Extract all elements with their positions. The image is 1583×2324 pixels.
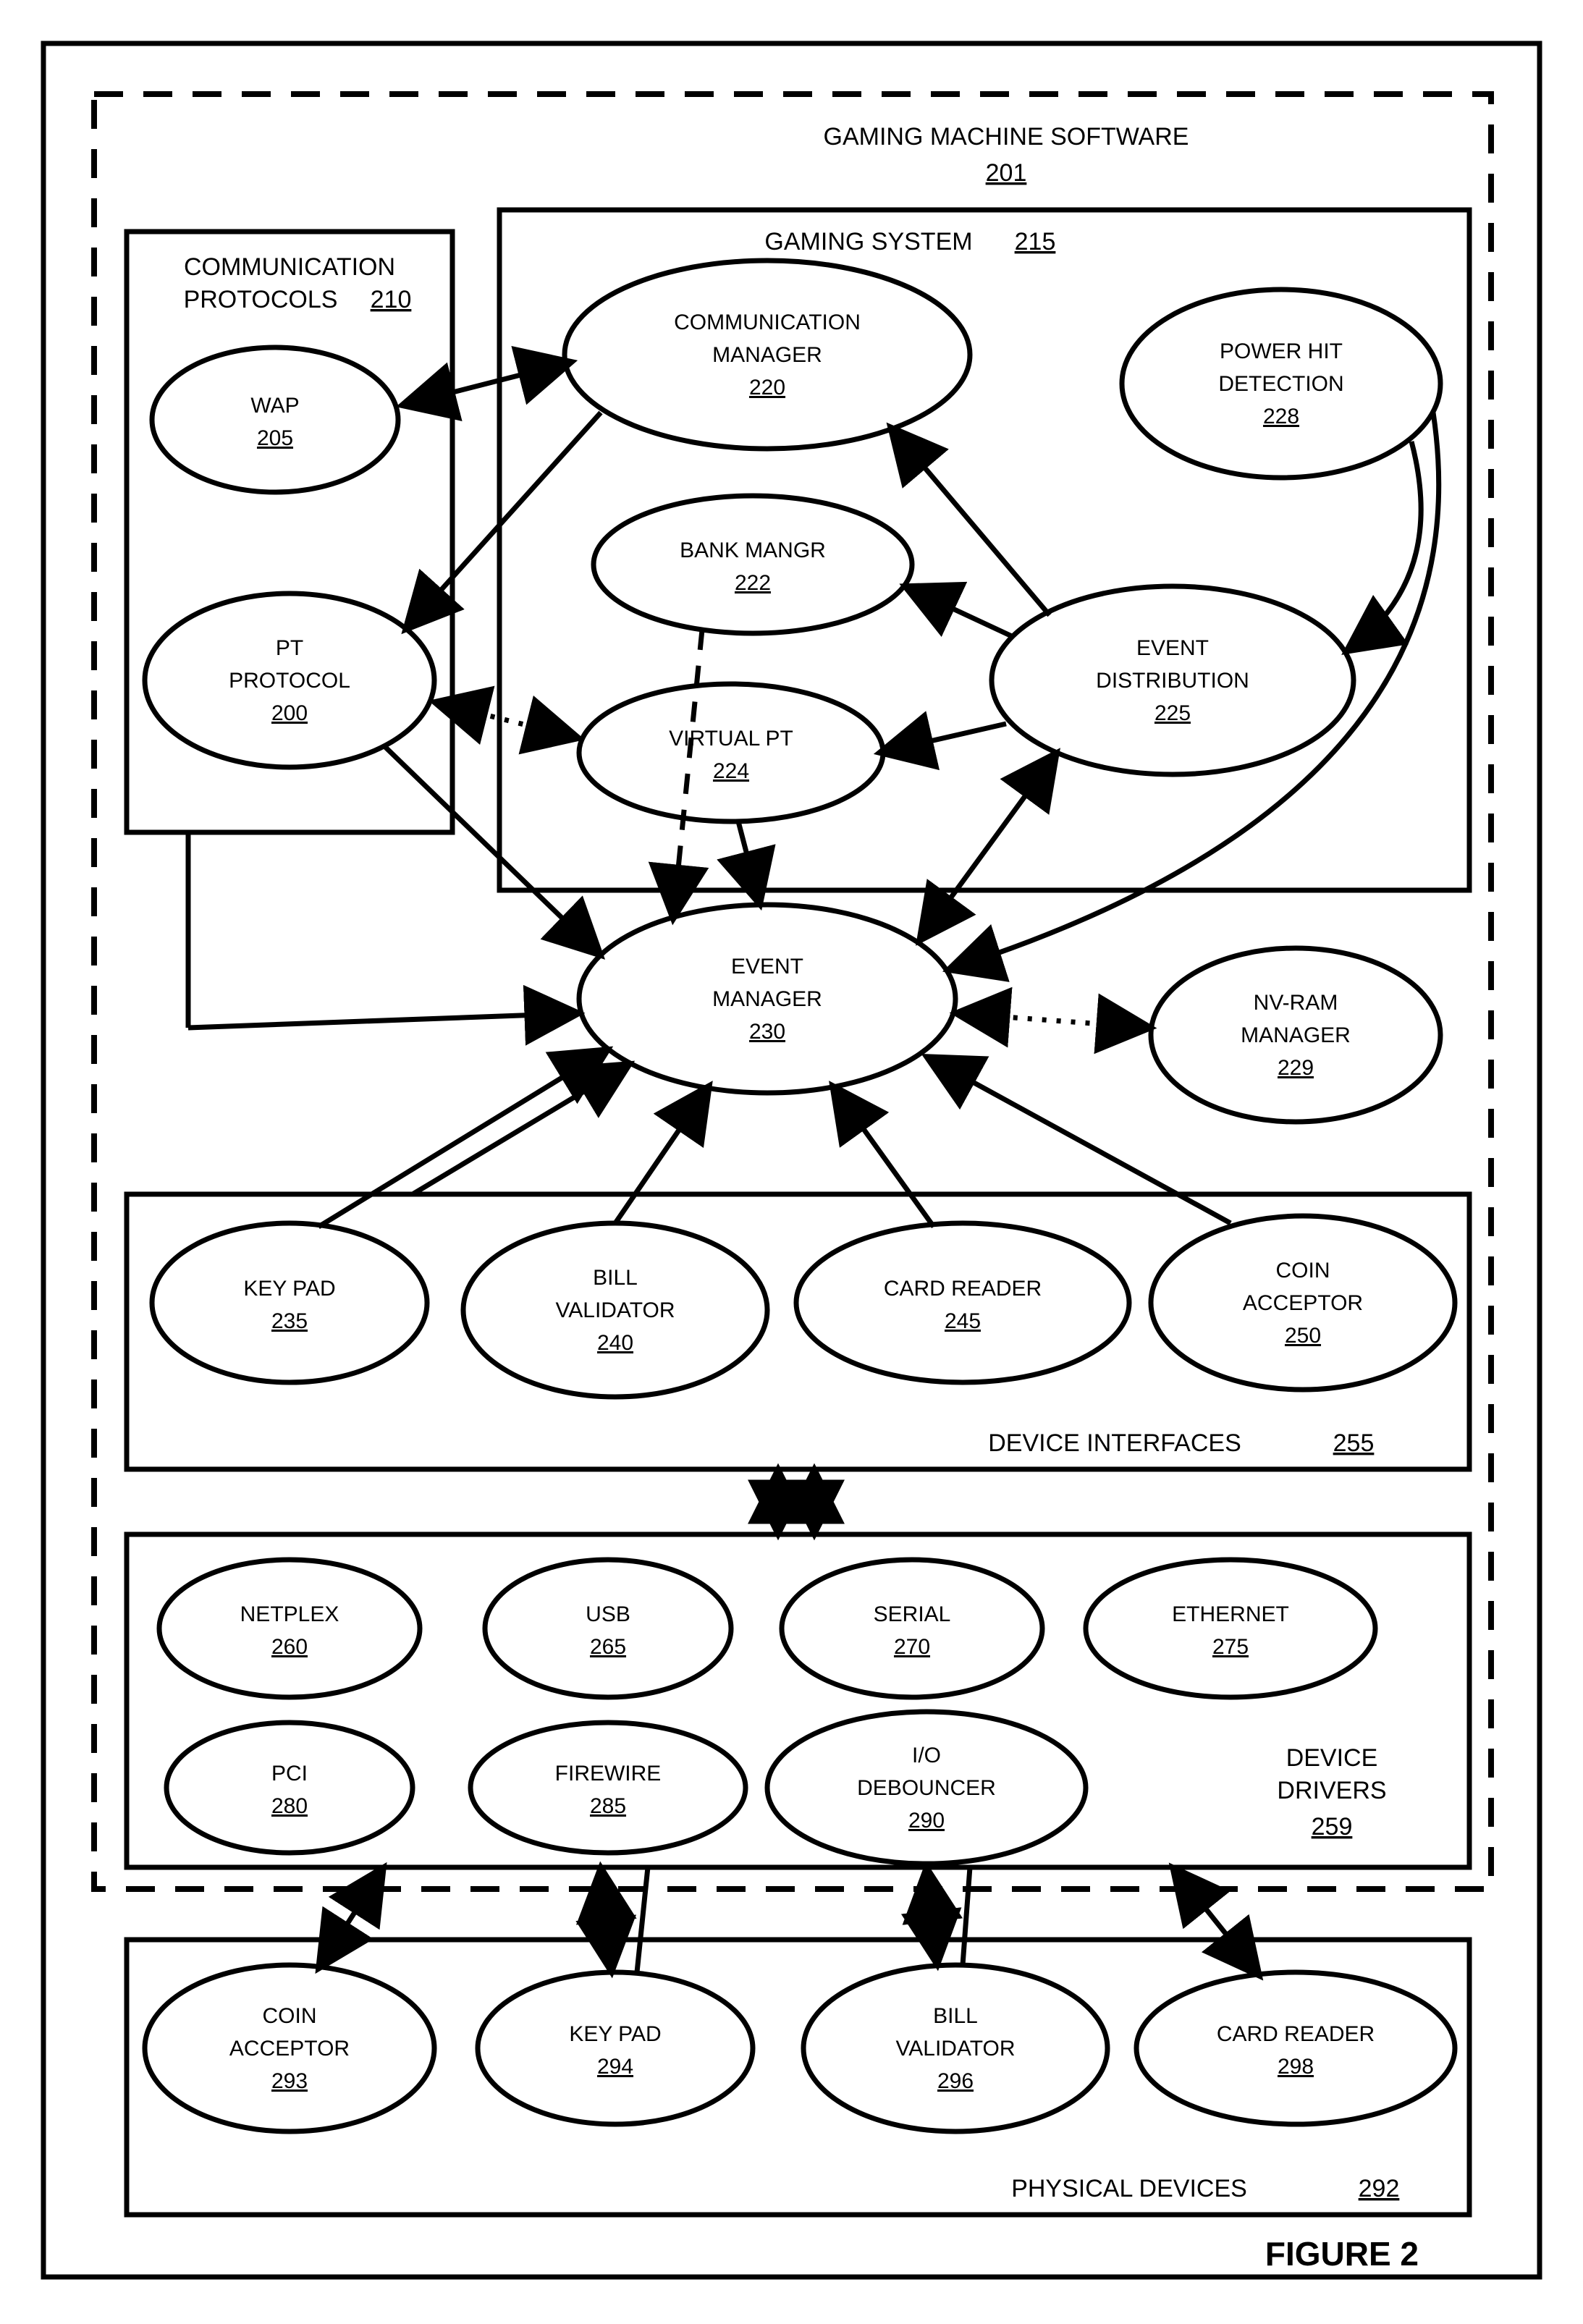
nvram-num: 229 [1278, 1056, 1314, 1080]
evmgr-l1: EVENT [731, 955, 803, 979]
bill-l2: VALIDATOR [555, 1298, 675, 1322]
evdist-l2: DISTRIBUTION [1096, 669, 1249, 693]
io-l2: DEBOUNCER [857, 1776, 996, 1800]
pdcoin-l1: COIN [263, 2004, 317, 2028]
protocols-title2: PROTOCOLS [184, 286, 338, 313]
device-drivers-title2: DRIVERS [1277, 1777, 1386, 1804]
gaming-system-num: 215 [1015, 228, 1056, 255]
eth-l: ETHERNET [1172, 1602, 1289, 1626]
physical-devices-title: PHYSICAL DEVICES [1011, 2175, 1247, 2202]
usb-l: USB [586, 1602, 630, 1626]
pci-l: PCI [271, 1762, 308, 1786]
node-wap [152, 347, 398, 492]
power-l2: DETECTION [1218, 372, 1343, 396]
protocols-title1: COMMUNICATION [184, 253, 395, 281]
node-virtual-pt [579, 684, 883, 821]
evdist-num: 225 [1154, 701, 1191, 725]
pdbill-l2: VALIDATOR [895, 2037, 1015, 2061]
vpt-num: 224 [713, 759, 749, 783]
serial-num: 270 [894, 1635, 930, 1659]
vpt-l: VIRTUAL PT [669, 727, 793, 751]
evmgr-l2: MANAGER [712, 987, 822, 1011]
coin-l1: COIN [1276, 1259, 1330, 1283]
card-num: 245 [945, 1309, 981, 1333]
io-num: 290 [908, 1809, 945, 1833]
coin-l2: ACCEPTOR [1243, 1291, 1363, 1315]
io-l1: I/O [912, 1744, 941, 1767]
usb-num: 265 [590, 1635, 626, 1659]
pdbill-l1: BILL [933, 2004, 978, 2028]
pt-label2: PROTOCOL [229, 669, 350, 693]
node-netplex [159, 1560, 420, 1697]
node-pd-keypad [478, 1972, 753, 2124]
wap-label: WAP [250, 394, 299, 418]
figure-caption: FIGURE 2 [1265, 2235, 1419, 2273]
diagram-root: GAMING MACHINE SOFTWARE 201 COMMUNICATIO… [0, 0, 1583, 2320]
netplex-num: 260 [271, 1635, 308, 1659]
bank-num: 222 [735, 571, 771, 595]
comm-mgr-num: 220 [749, 376, 785, 400]
keypad-num: 235 [271, 1309, 308, 1333]
evmgr-num: 230 [749, 1020, 785, 1044]
node-serial [782, 1560, 1042, 1697]
device-drivers-title1: DEVICE [1286, 1744, 1378, 1772]
node-usb [485, 1560, 731, 1697]
power-num: 228 [1263, 405, 1299, 428]
pdkey-l: KEY PAD [569, 2022, 661, 2046]
bill-l1: BILL [593, 1266, 638, 1290]
netplex-l: NETPLEX [240, 1602, 339, 1626]
pdkey-num: 294 [597, 2055, 633, 2079]
node-firewire [470, 1723, 746, 1853]
comm-mgr-l1: COMMUNICATION [674, 310, 861, 334]
bill-num: 240 [597, 1331, 633, 1355]
serial-l: SERIAL [874, 1602, 951, 1626]
eth-num: 275 [1212, 1635, 1249, 1659]
protocols-num: 210 [371, 286, 412, 313]
device-interfaces-num: 255 [1333, 1429, 1375, 1457]
nvram-l1: NV-RAM [1254, 991, 1338, 1015]
node-card-reader [796, 1223, 1129, 1382]
node-keypad [152, 1223, 427, 1382]
pci-num: 280 [271, 1794, 308, 1818]
fw-num: 285 [590, 1794, 626, 1818]
power-l1: POWER HIT [1220, 339, 1343, 363]
pdcard-l: CARD READER [1217, 2022, 1375, 2046]
fw-l: FIREWIRE [555, 1762, 662, 1786]
keypad-l: KEY PAD [243, 1277, 335, 1301]
pdcoin-l2: ACCEPTOR [229, 2037, 350, 2061]
pt-num: 200 [271, 701, 308, 725]
pdcoin-num: 293 [271, 2069, 308, 2093]
evdist-l1: EVENT [1136, 636, 1209, 660]
software-num: 201 [986, 159, 1027, 187]
gaming-system-title: GAMING SYSTEM [764, 228, 972, 255]
pt-label1: PT [276, 636, 303, 660]
software-title: GAMING MACHINE SOFTWARE [824, 123, 1189, 151]
card-l: CARD READER [884, 1277, 1042, 1301]
pdbill-num: 296 [937, 2069, 974, 2093]
node-pci [166, 1723, 413, 1853]
pdcard-num: 298 [1278, 2055, 1314, 2079]
node-bank-mgr [594, 496, 912, 633]
node-pd-card [1136, 1972, 1455, 2124]
device-interfaces-title: DEVICE INTERFACES [988, 1429, 1241, 1457]
nvram-l2: MANAGER [1241, 1023, 1351, 1047]
node-ethernet [1086, 1560, 1375, 1697]
physical-devices-num: 292 [1359, 2175, 1400, 2202]
wap-num: 205 [257, 426, 293, 450]
coin-num: 250 [1285, 1324, 1321, 1348]
bank-l: BANK MANGR [680, 538, 826, 562]
comm-mgr-l2: MANAGER [712, 343, 822, 367]
device-drivers-num: 259 [1312, 1813, 1353, 1841]
